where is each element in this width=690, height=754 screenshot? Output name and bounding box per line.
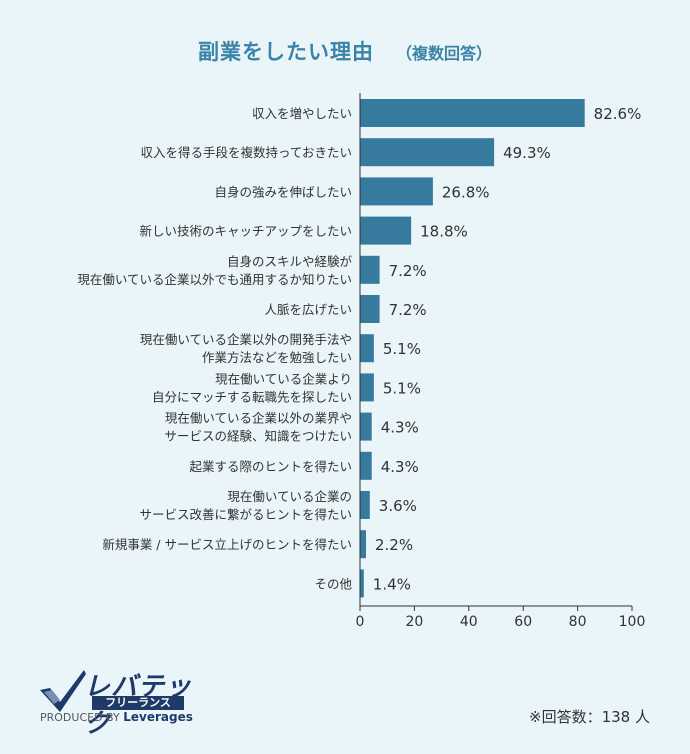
bar-value-label: 82.6% [594,105,642,123]
bar [360,451,372,480]
produced-by-line: PRODUCED BY Leverages [40,710,193,724]
bar [360,255,380,284]
bar [360,99,585,127]
category-label: サービスの経験、知識をつけたい [164,429,352,444]
category-label: 現在働いている企業以外でも通用するか知りたい [77,272,352,287]
x-tick-label: 40 [460,614,478,630]
bar [360,177,433,206]
category-label: 自身の強みを伸ばしたい [214,184,352,199]
category-label: サービス改善に繋がるヒントを得たい [139,507,352,522]
bar-value-label: 2.2% [375,536,413,554]
x-tick-label: 0 [356,614,365,630]
bar-value-label: 7.2% [389,262,427,280]
category-label: 収入を増やしたい [252,106,352,121]
respondent-count: ※回答数：138 人 [529,708,650,726]
bar [360,373,374,402]
bar [360,216,412,245]
bar-value-label: 5.1% [383,379,421,397]
category-label: 新しい技術のキャッチアップをしたい [139,224,352,239]
bar-value-label: 18.8% [420,223,468,241]
bar [360,412,372,441]
brand-name: Leverages [123,710,193,724]
category-label: 現在働いている企業の [227,489,352,504]
category-label: 収入を得る手段を複数持っておきたい [140,145,352,160]
bar [360,530,366,559]
x-tick-label: 100 [619,614,646,630]
bar [360,138,495,167]
bar-value-label: 5.1% [383,340,421,358]
category-label: 現在働いている企業より [215,371,352,386]
bar-value-label: 49.3% [503,144,551,162]
bar-chart: 82.6% 収入を増やしたい 49.3% 収入を得る手段を複数持っておきたい 26.8%… [77,93,646,630]
chart-subtitle: （複数回答） [395,44,492,63]
bar-value-label: 7.2% [389,301,427,319]
check-mark-logo-icon [40,670,86,712]
bar-value-label: 26.8% [442,183,490,201]
category-label: 自身のスキルや経験が [227,254,353,269]
category-label: 作業方法などを勉強したい [202,350,352,365]
category-label: 起業する際のヒントを得たい [189,459,352,474]
bar-value-label: 1.4% [373,575,411,593]
category-label: 自分にマッチする転職先を探したい [152,389,352,404]
bar [360,295,380,323]
bar [360,569,364,598]
logo-sub-text: フリーランス [92,696,184,710]
chart-title: 副業をしたい理由 [197,40,374,64]
x-tick-label: 20 [405,614,423,630]
category-label: 新規事業 / サービス立上げのヒントを得たい [102,537,352,552]
bar-value-label: 4.3% [381,419,419,437]
bar [360,334,374,363]
levtech-logo: レバテック フリーランス PRODUCED BY Leverages [40,664,200,739]
bar [360,491,370,519]
bar-value-label: 4.3% [381,458,419,476]
category-label: その他 [314,576,352,591]
category-label: 現在働いている企業以外の開発手法や [140,332,352,347]
x-tick-label: 60 [514,614,532,630]
bar-value-label: 3.6% [379,497,417,515]
x-tick-label: 80 [569,614,587,630]
category-label: 現在働いている企業以外の業界や [165,411,352,426]
chart-title-block: 副業をしたい理由 （複数回答） [0,36,690,66]
produced-by-label: PRODUCED BY [40,711,120,724]
category-label: 人脈を広げたい [264,302,352,317]
